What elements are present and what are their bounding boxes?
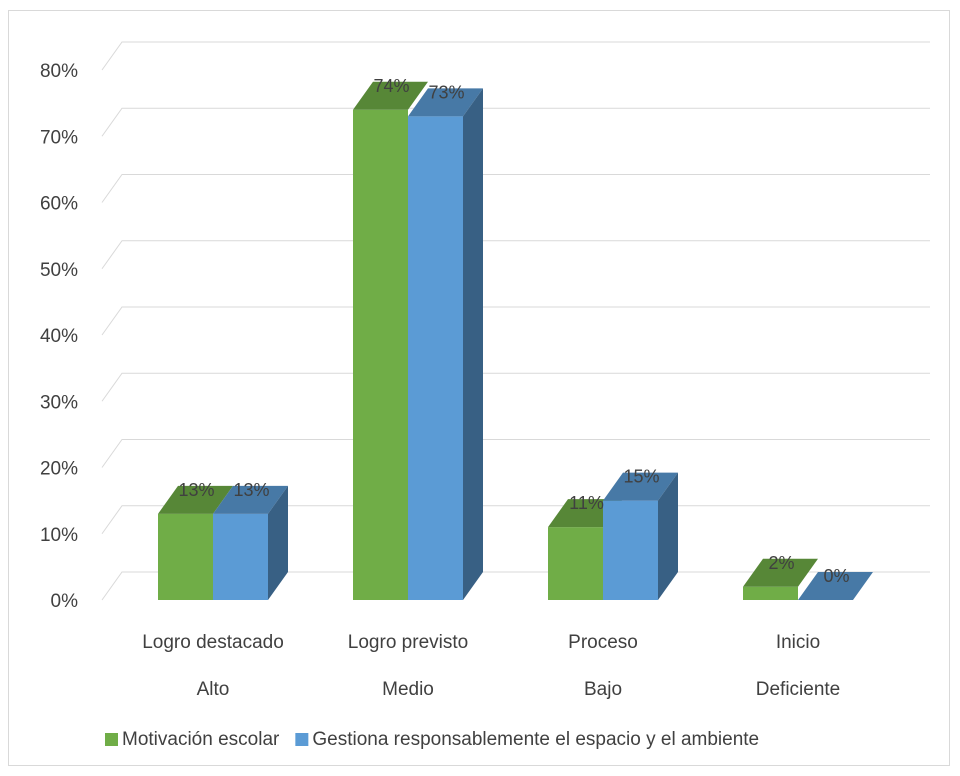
category-label-line1: Logro previsto <box>348 632 468 653</box>
y-tick-label: 20% <box>40 459 78 480</box>
gridline <box>101 41 930 71</box>
legend-label: Motivación escolar <box>122 729 280 750</box>
bar-side <box>463 88 483 600</box>
category-labels: Logro destacado Alto Logro previsto Medio Pr… <box>142 632 840 700</box>
bar <box>408 116 463 600</box>
legend-label: Gestiona responsablemente el espacio y e… <box>312 729 759 750</box>
data-label: 11% <box>569 493 604 513</box>
bar-top <box>603 472 678 501</box>
chart-frame <box>8 10 950 766</box>
bar-top <box>158 485 233 514</box>
y-tick-label: 10% <box>40 525 78 546</box>
bar <box>158 513 213 600</box>
bar <box>353 109 408 600</box>
category-label-line1: Inicio <box>776 632 820 653</box>
y-tick-label: 40% <box>40 326 78 347</box>
bar-side <box>658 472 678 600</box>
bar-top <box>353 81 428 110</box>
data-label: 74% <box>373 76 409 96</box>
legend-swatch <box>105 733 118 746</box>
category-label-line2: Alto <box>197 679 230 700</box>
data-label: 73% <box>428 82 464 102</box>
gridline <box>101 372 930 402</box>
bar <box>743 586 798 600</box>
bar-top <box>798 572 873 600</box>
category-label-line2: Bajo <box>584 679 622 700</box>
y-axis-ticks: 0% 10% 20% 30% 40% 50% 60% 70% 80% <box>40 61 78 612</box>
bar-side <box>268 485 288 600</box>
y-tick-label: 0% <box>51 591 79 612</box>
category-label-line2: Medio <box>382 679 434 700</box>
y-tick-label: 60% <box>40 194 78 215</box>
bar <box>603 500 658 600</box>
data-label: 0% <box>823 566 849 586</box>
gridline <box>101 439 930 468</box>
y-tick-label: 70% <box>40 127 78 148</box>
bar-top <box>743 558 818 587</box>
data-label: 13% <box>178 480 214 500</box>
gridline <box>101 174 930 203</box>
legend-swatch <box>295 733 309 746</box>
bar <box>548 527 603 600</box>
gridline <box>101 240 930 270</box>
bar <box>213 513 268 600</box>
bar-top <box>408 88 483 117</box>
gridline <box>101 306 930 336</box>
legend: Motivación escolar Gestiona responsableme… <box>105 729 759 750</box>
bars <box>158 81 873 600</box>
gridline <box>101 107 930 137</box>
y-tick-label: 80% <box>40 61 78 82</box>
data-label: 15% <box>623 467 659 487</box>
category-label-line1: Proceso <box>568 632 638 653</box>
data-labels: 13% 13% 74% 73% 11% 15% 2% 0% <box>178 76 849 586</box>
y-tick-label: 30% <box>40 392 78 413</box>
y-tick-label: 50% <box>40 260 78 281</box>
bar-top <box>213 485 288 514</box>
data-label: 2% <box>768 553 794 573</box>
category-label-line2: Deficiente <box>756 679 841 700</box>
data-label: 13% <box>233 480 269 500</box>
category-label-line1: Logro destacado <box>142 632 284 653</box>
